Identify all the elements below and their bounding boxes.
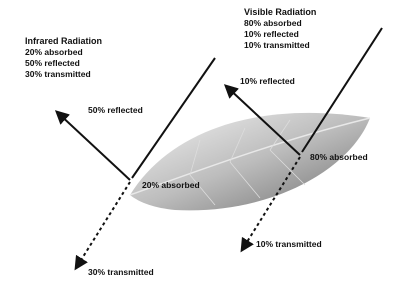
infrared-title: Infrared Radiation (25, 36, 102, 46)
annotation: 30% transmitted (88, 267, 154, 277)
diagram: Infrared Radiation 20% absorbed 50% refl… (0, 0, 405, 291)
infrared-item: 20% absorbed (25, 47, 83, 57)
visible-title: Visible Radiation (244, 7, 316, 17)
annotation: 80% absorbed (310, 152, 368, 162)
page: {"infrared": {"title": "Infrared Radiati… (0, 0, 405, 291)
visible-item: 10% transmitted (244, 40, 310, 50)
annotation: 10% reflected (240, 76, 295, 86)
infrared-item: 50% reflected (25, 58, 80, 68)
visible-item: 80% absorbed (244, 18, 302, 28)
visible-item: 10% reflected (244, 29, 299, 39)
annotation: 50% reflected (88, 105, 143, 115)
annotation: 20% absorbed (142, 180, 200, 190)
infrared-item: 30% transmitted (25, 69, 91, 79)
annotation: 10% transmitted (256, 239, 322, 249)
